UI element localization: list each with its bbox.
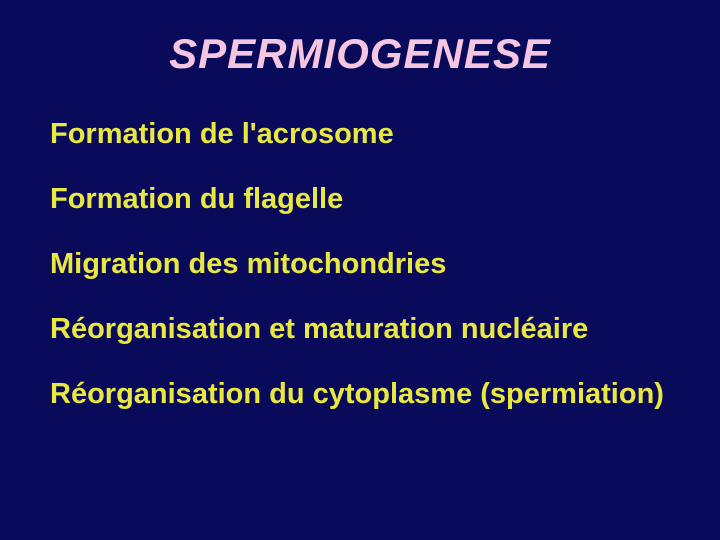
bullet-text: Formation de l'acrosome [50, 118, 394, 151]
slide-title: SPERMIOGENESE [40, 30, 680, 78]
list-item: Formation du flagelle [40, 183, 680, 216]
bullet-text: Formation du flagelle [50, 183, 343, 216]
list-item: Formation de l'acrosome [40, 118, 680, 151]
bullet-list: Formation de l'acrosome Formation du fla… [40, 118, 680, 411]
list-item: Réorganisation et maturation nucléaire [40, 313, 680, 346]
bullet-text: Réorganisation et maturation nucléaire [50, 313, 588, 346]
slide-container: SPERMIOGENESE Formation de l'acrosome Fo… [0, 0, 720, 540]
list-item: Réorganisation du cytoplasme (spermiatio… [40, 378, 680, 411]
bullet-text: Réorganisation du cytoplasme (spermiatio… [50, 378, 664, 411]
list-item: Migration des mitochondries [40, 248, 680, 281]
bullet-text: Migration des mitochondries [50, 248, 446, 281]
